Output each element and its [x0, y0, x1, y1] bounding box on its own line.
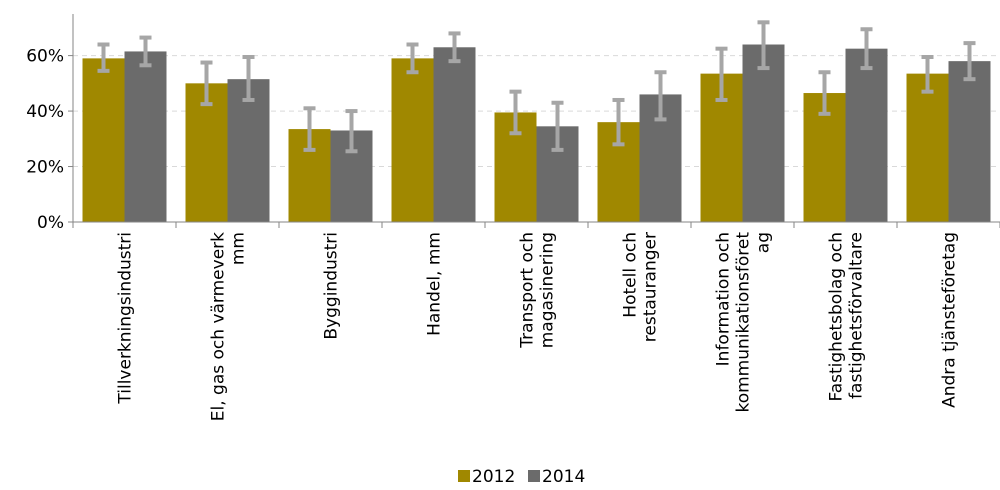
- bar-2012: [906, 73, 949, 222]
- category-label: Byggindustri: [322, 232, 342, 340]
- bars: [82, 44, 991, 222]
- category-label: Fastighetsbolag ochfastighetsförvaltare: [827, 232, 867, 401]
- category-label: Information ochkommunikationsföretag: [714, 232, 774, 413]
- category-label-line: mm: [229, 232, 249, 265]
- category-label-line: El, gas och värmeverk: [209, 232, 229, 421]
- category-label-line: Handel, mm: [425, 232, 445, 336]
- y-tick-label: 0%: [37, 213, 64, 233]
- category-label: El, gas och värmeverkmm: [209, 232, 249, 421]
- bar-2012: [185, 83, 228, 222]
- category-label: Handel, mm: [425, 232, 445, 336]
- category-label-line: Information och: [714, 232, 734, 366]
- category-label: Andra tjänsteföretag: [940, 232, 960, 408]
- bar-2014: [227, 79, 270, 222]
- bar-2014: [124, 51, 167, 222]
- category-labels: Tillverkningsindustri El, gas och värmeve…: [116, 232, 960, 422]
- category-label: Tillverkningsindustri: [116, 232, 136, 405]
- legend-swatch-2014: [528, 470, 540, 482]
- category-label-line: restauranger: [641, 232, 661, 342]
- legend-label-2012: 2012: [472, 467, 515, 487]
- bar-2012: [391, 58, 434, 222]
- legend-swatch-2012: [458, 470, 470, 482]
- bar-2014: [742, 44, 785, 222]
- bar-2014: [433, 47, 476, 222]
- legend-label-2014: 2014: [542, 467, 585, 487]
- bar-2014: [948, 61, 991, 222]
- category-label: Hotell ochrestauranger: [621, 232, 661, 342]
- bar-2012: [82, 58, 125, 222]
- category-label-line: Hotell och: [621, 232, 641, 318]
- category-label-line: Transport och: [518, 232, 538, 349]
- y-tick-label: 20%: [26, 158, 64, 178]
- y-tick-labels: 0% 20% 40% 60%: [26, 47, 64, 233]
- category-label-line: Byggindustri: [322, 232, 342, 340]
- category-label-line: kommunikationsföret: [734, 232, 754, 413]
- y-tick-label: 40%: [26, 102, 64, 122]
- category-label-line: Tillverkningsindustri: [116, 232, 136, 405]
- legend: 2012 2014: [458, 467, 585, 487]
- category-label-line: magasinering: [538, 232, 558, 348]
- error-bars: [97, 20, 976, 154]
- category-label-line: Fastighetsbolag och: [827, 232, 847, 401]
- y-tick-label: 60%: [26, 47, 64, 67]
- category-label-line: Andra tjänsteföretag: [940, 232, 960, 408]
- category-label-line: fastighetsförvaltare: [847, 232, 867, 399]
- axes: [68, 14, 1000, 228]
- category-label: Transport ochmagasinering: [518, 232, 558, 349]
- bar-2014: [845, 48, 888, 222]
- category-label-line: ag: [754, 232, 774, 253]
